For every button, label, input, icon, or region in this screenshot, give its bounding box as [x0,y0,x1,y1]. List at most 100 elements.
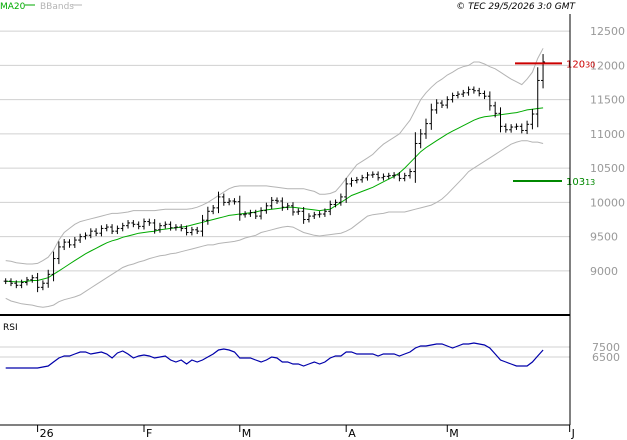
ohlc-bar [88,228,93,239]
ohlc-bar [189,226,194,236]
ohlc-bar [173,224,178,231]
copyright-text: © TEC 29/5/2026 3:0 GMT [456,2,576,12]
ohlc-bar [275,197,280,204]
ohlc-bar [51,251,56,282]
ohlc-bar [131,220,136,228]
ohlc-bar [535,67,540,128]
ohlc-bar [136,221,141,230]
ohlc-bar [14,280,19,289]
price-grid [0,30,570,272]
x-tick-label: J [571,427,575,440]
ohlc-bar [397,172,402,182]
ohlc-bar [104,224,109,232]
ohlc-bar [424,118,428,139]
ohlc-bar [408,168,413,179]
price-tick-label: 11500 [590,94,625,107]
ohlc-bar [349,177,354,187]
ohlc-bar [296,208,301,215]
ohlc-bar [328,200,333,216]
price-tick-label: 10000 [590,196,625,209]
ohlc-bar [35,272,40,293]
ohlc-bar [493,101,498,118]
ohlc-bar [110,224,115,235]
rsi-title: RSI [3,323,18,333]
ohlc-bar [179,224,184,232]
ohlc-bar [413,132,418,183]
ohlc-bar [360,174,365,183]
ohlc-bar [221,193,226,206]
x-axis: 26 F M A M J [37,425,575,440]
x-tick-label: M [242,427,252,440]
ohlc-bar [163,221,168,229]
ohlc-bar [317,211,322,218]
ohlc-bar [541,54,546,89]
ohlc-bar [259,207,264,220]
ohlc-bar [147,218,152,226]
ohlc-bar [386,172,391,180]
ohlc-bar [344,177,349,203]
ohlc-bar [253,209,258,219]
ohlc-bar [487,91,492,111]
ohlc-bar [211,204,216,215]
rsi-tick-label: 6500 [592,351,620,364]
ohlc-bar [200,214,205,237]
bbands-lower-line [5,140,544,308]
ohlc-bar [248,209,253,217]
ohlc-bar [514,123,519,130]
ohlc-bar [280,197,285,211]
x-tick-label: F [146,427,152,440]
ohlc-bar [3,278,8,285]
ohlc-bar [429,103,434,130]
price-tick-label: 11000 [590,128,625,141]
ohlc-bar [243,211,248,218]
ohlc-bar [354,176,359,184]
resistance-label: 12030 [566,59,595,70]
ohlc-bar [227,198,232,206]
legend-ma20: MA20 [0,2,26,12]
ohlc-bar [477,87,482,97]
ohlc-bar [232,198,237,205]
ohlc-bar [445,96,450,109]
ohlc-bar [370,171,375,178]
ohlc-bar [157,222,162,233]
price-y-axis: 12500 12000 11500 11000 10500 10000 9500 9000 [590,25,625,278]
rsi-tick-label: 7500 [592,341,620,354]
price-tick-label: 9000 [590,265,618,278]
ohlc-bar [8,278,13,287]
ohlc-bar [78,233,83,243]
ohlc-bar [301,206,306,224]
ohlc-bar [322,208,327,217]
rsi-grid [0,346,570,358]
ohlc-bar [264,202,269,214]
ohlc-bar [99,225,104,237]
x-tick-label: A [348,427,356,440]
ohlc-bar [126,220,131,229]
ohlc-bars [3,54,546,293]
ma20-line [5,107,544,283]
ohlc-bar [365,172,370,181]
x-tick-label: 26 [40,427,54,440]
ohlc-bar [184,225,189,236]
ohlc-bar [466,86,471,96]
ohlc-bar [333,199,338,208]
price-tick-label: 10500 [590,162,625,175]
ohlc-bar [418,129,423,149]
ohlc-bar [381,173,386,181]
ohlc-bar [285,202,290,211]
price-panel: 12500 12000 11500 11000 10500 10000 9500 9000 1… [0,25,625,308]
ohlc-bar [120,222,125,232]
ohlc-bar [455,91,460,99]
ohlc-bar [24,276,29,286]
ohlc-bar [450,92,455,103]
ohlc-bar [237,195,242,221]
ohlc-bar [83,232,88,240]
rsi-line [5,342,544,369]
ohlc-bar [290,202,295,216]
ohlc-bar [152,219,157,234]
ohlc-bar [46,269,51,288]
ohlc-bar [519,123,524,134]
ohlc-bar [19,279,24,289]
ohlc-bar [62,239,67,251]
